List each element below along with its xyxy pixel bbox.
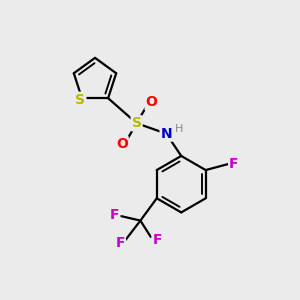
Text: O: O xyxy=(146,95,158,110)
Text: S: S xyxy=(132,116,142,130)
Text: O: O xyxy=(116,137,128,151)
Text: F: F xyxy=(116,236,125,250)
Text: F: F xyxy=(229,157,239,171)
Text: H: H xyxy=(175,124,183,134)
Text: F: F xyxy=(153,233,162,247)
Text: N: N xyxy=(160,127,172,141)
Text: F: F xyxy=(110,208,119,222)
Text: S: S xyxy=(75,93,85,107)
